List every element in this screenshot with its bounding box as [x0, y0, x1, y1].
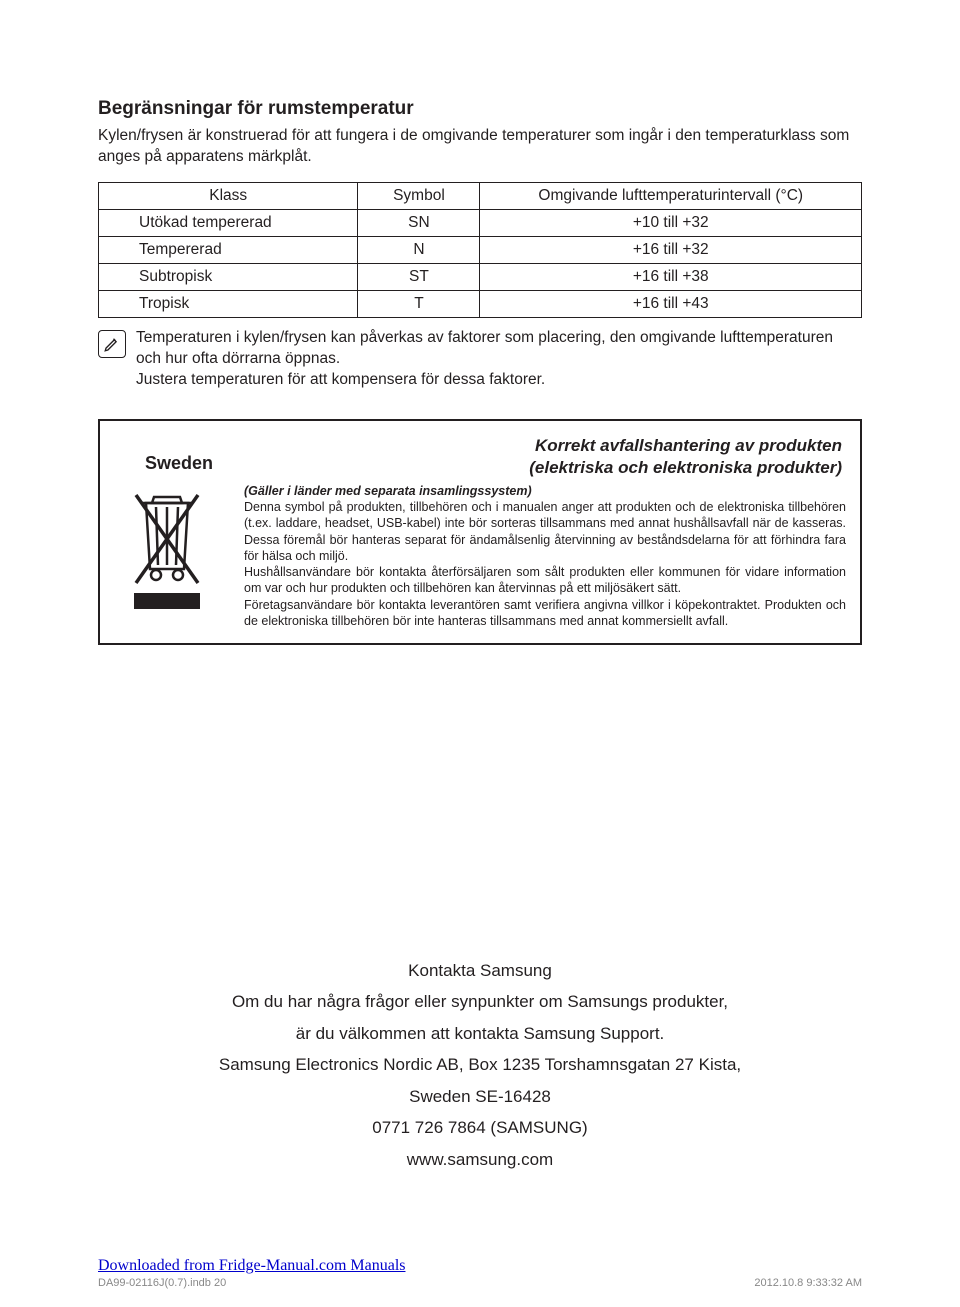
cell-range: +16 till +43 — [480, 290, 862, 317]
contact-l7: www.samsung.com — [98, 1144, 862, 1175]
disposal-heading-l2: (elektriska och elektroniska produkter) — [529, 458, 842, 477]
disposal-applies: (Gäller i länder med separata insamlings… — [244, 484, 532, 498]
cell-klass: Subtropisk — [99, 263, 358, 290]
cell-klass: Utökad tempererad — [99, 209, 358, 236]
cell-klass: Tempererad — [99, 236, 358, 263]
note-line2: Justera temperaturen för att kompensera … — [136, 371, 545, 388]
contact-l6: 0771 726 7864 (SAMSUNG) — [98, 1112, 862, 1143]
note-text: Temperaturen i kylen/frysen kan påverkas… — [136, 328, 862, 391]
table-row: Utökad tempereradSN+10 till +32 — [99, 209, 862, 236]
table-row: TempereradN+16 till +32 — [99, 236, 862, 263]
cell-range: +10 till +32 — [480, 209, 862, 236]
note-block: Temperaturen i kylen/frysen kan påverkas… — [98, 328, 862, 391]
cell-range: +16 till +38 — [480, 263, 862, 290]
contact-block: Kontakta Samsung Om du har några frågor … — [98, 955, 862, 1175]
download-link[interactable]: Downloaded from Fridge-Manual.com Manual… — [98, 1257, 405, 1274]
section-title: Begränsningar för rumstemperatur — [98, 98, 862, 120]
cell-range: +16 till +32 — [480, 236, 862, 263]
table-row: SubtropiskST+16 till +38 — [99, 263, 862, 290]
sweden-label: Sweden — [114, 435, 244, 474]
cell-symbol: N — [358, 236, 480, 263]
table-row: TropiskT+16 till +43 — [99, 290, 862, 317]
disposal-heading-l1: Korrekt avfallshantering av produkten — [535, 436, 842, 455]
cell-symbol: ST — [358, 263, 480, 290]
weee-icon — [114, 483, 230, 629]
disposal-text: (Gäller i länder med separata insamlings… — [244, 483, 846, 629]
footer-timestamp: 2012.10.8 9:33:32 AM — [754, 1277, 862, 1289]
th-symbol: Symbol — [358, 182, 480, 209]
contact-l1: Kontakta Samsung — [98, 955, 862, 986]
page-footer: Downloaded from Fridge-Manual.com Manual… — [0, 1257, 960, 1289]
note-line1: Temperaturen i kylen/frysen kan påverkas… — [136, 329, 833, 367]
disposal-body-text: Denna symbol på produkten, tillbehören o… — [244, 500, 846, 628]
contact-l3: är du välkommen att kontakta Samsung Sup… — [98, 1018, 862, 1049]
th-klass: Klass — [99, 182, 358, 209]
disposal-heading: Korrekt avfallshantering av produkten (e… — [244, 435, 846, 479]
cell-klass: Tropisk — [99, 290, 358, 317]
contact-l2: Om du har några frågor eller synpunkter … — [98, 986, 862, 1017]
disposal-box: Sweden Korrekt avfallshantering av produ… — [98, 419, 862, 645]
temperature-class-table: Klass Symbol Omgivande lufttemperaturint… — [98, 182, 862, 318]
cell-symbol: SN — [358, 209, 480, 236]
th-range: Omgivande lufttemperaturintervall (°C) — [480, 182, 862, 209]
cell-symbol: T — [358, 290, 480, 317]
table-header-row: Klass Symbol Omgivande lufttemperaturint… — [99, 182, 862, 209]
note-pencil-icon — [98, 330, 126, 358]
contact-l5: Sweden SE-16428 — [98, 1081, 862, 1112]
footer-file: DA99-02116J(0.7).indb 20 — [98, 1277, 226, 1289]
contact-l4: Samsung Electronics Nordic AB, Box 1235 … — [98, 1049, 862, 1080]
section-intro: Kylen/frysen är konstruerad för att fung… — [98, 126, 862, 168]
